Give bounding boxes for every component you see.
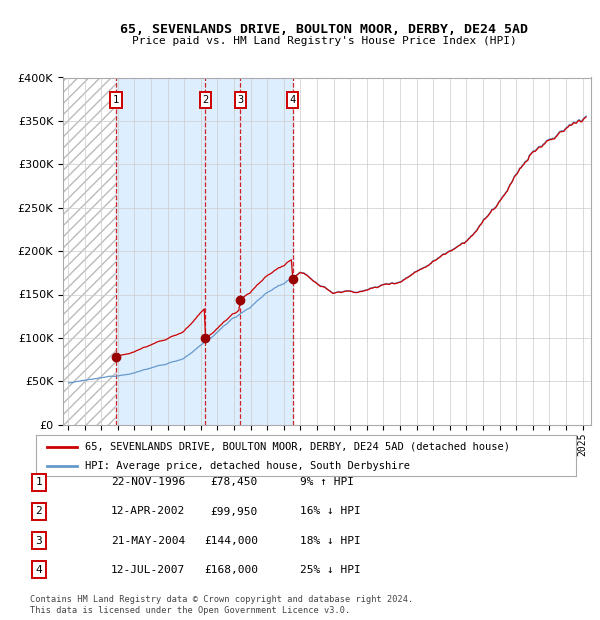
Text: £78,450: £78,450 — [211, 477, 258, 487]
Text: Contains HM Land Registry data © Crown copyright and database right 2024.: Contains HM Land Registry data © Crown c… — [30, 595, 413, 604]
Text: 2: 2 — [202, 95, 209, 105]
Text: 65, SEVENLANDS DRIVE, BOULTON MOOR, DERBY, DE24 5AD: 65, SEVENLANDS DRIVE, BOULTON MOOR, DERB… — [120, 23, 528, 36]
Bar — [63, 78, 116, 425]
Text: £99,950: £99,950 — [211, 507, 258, 516]
Text: 3: 3 — [35, 536, 43, 546]
Text: 3: 3 — [238, 95, 244, 105]
Text: 9% ↑ HPI: 9% ↑ HPI — [300, 477, 354, 487]
Text: 1: 1 — [113, 95, 119, 105]
Text: This data is licensed under the Open Government Licence v3.0.: This data is licensed under the Open Gov… — [30, 606, 350, 615]
Text: 65, SEVENLANDS DRIVE, BOULTON MOOR, DERBY, DE24 5AD (detached house): 65, SEVENLANDS DRIVE, BOULTON MOOR, DERB… — [85, 441, 509, 452]
Bar — [63, 78, 116, 425]
Text: £144,000: £144,000 — [204, 536, 258, 546]
Text: 12-JUL-2007: 12-JUL-2007 — [111, 565, 185, 575]
Text: 22-NOV-1996: 22-NOV-1996 — [111, 477, 185, 487]
Text: 2: 2 — [35, 507, 43, 516]
Text: 18% ↓ HPI: 18% ↓ HPI — [300, 536, 361, 546]
Text: 16% ↓ HPI: 16% ↓ HPI — [300, 507, 361, 516]
Text: 25% ↓ HPI: 25% ↓ HPI — [300, 565, 361, 575]
Text: 21-MAY-2004: 21-MAY-2004 — [111, 536, 185, 546]
Text: Price paid vs. HM Land Registry's House Price Index (HPI): Price paid vs. HM Land Registry's House … — [131, 36, 517, 46]
Text: 12-APR-2002: 12-APR-2002 — [111, 507, 185, 516]
Text: 1: 1 — [35, 477, 43, 487]
Text: HPI: Average price, detached house, South Derbyshire: HPI: Average price, detached house, Sout… — [85, 461, 410, 471]
Text: £168,000: £168,000 — [204, 565, 258, 575]
Text: 4: 4 — [290, 95, 296, 105]
Bar — [116, 78, 293, 425]
Text: 4: 4 — [35, 565, 43, 575]
